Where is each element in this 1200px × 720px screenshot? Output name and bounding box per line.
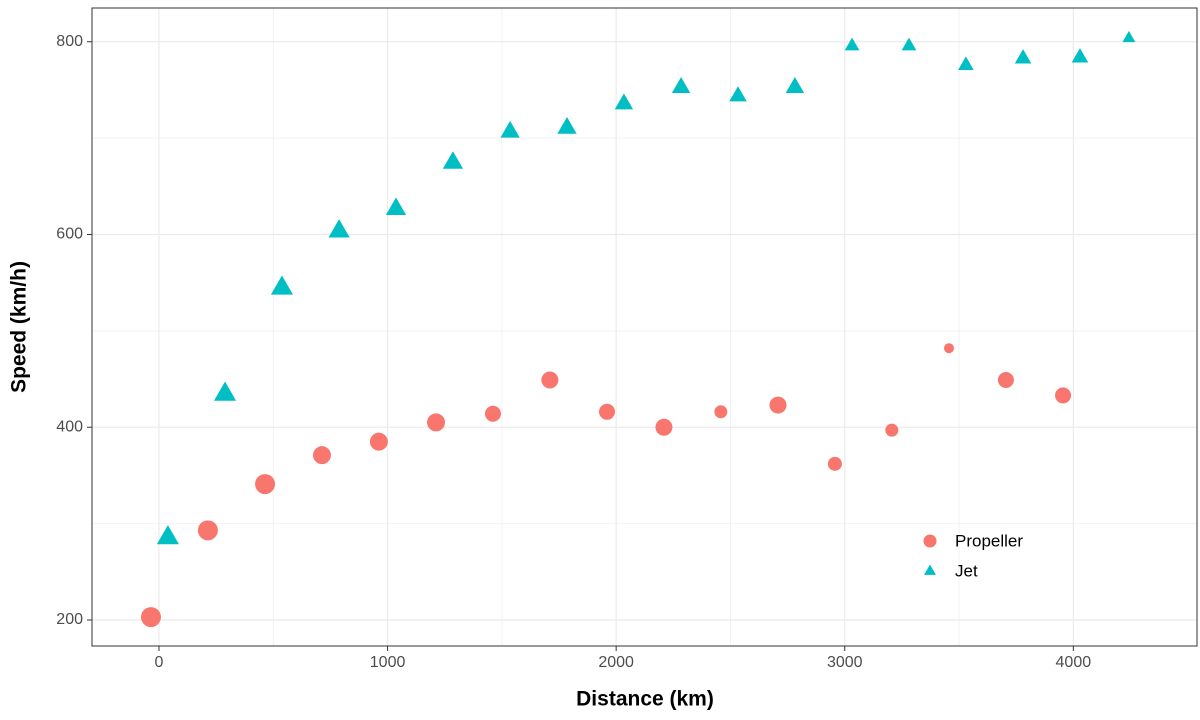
- data-point: [369, 432, 388, 451]
- data-point: [599, 403, 616, 420]
- data-point: [541, 371, 559, 389]
- data-point: [213, 381, 237, 401]
- y-axis-title: Speed (km/h): [8, 261, 31, 393]
- x-axis-title: Distance (km): [576, 688, 714, 711]
- data-point: [671, 77, 691, 94]
- legend-swatch: [923, 534, 937, 548]
- legend-swatch: [924, 564, 936, 575]
- data-point: [614, 93, 634, 110]
- data-point: [156, 525, 179, 545]
- y-tick-label: 600: [56, 226, 83, 243]
- x-tick-label: 4000: [1056, 654, 1092, 671]
- data-point: [385, 197, 407, 216]
- data-point: [997, 372, 1014, 389]
- data-point: [442, 151, 464, 169]
- data-point: [140, 607, 161, 628]
- data-point: [1055, 387, 1072, 404]
- data-point: [769, 396, 787, 414]
- data-point: [500, 120, 520, 138]
- data-point: [328, 219, 350, 238]
- data-point: [1071, 48, 1089, 63]
- data-point: [427, 413, 446, 432]
- data-point: [312, 446, 331, 465]
- x-tick-label: 2000: [598, 654, 634, 671]
- legend-label: Jet: [955, 561, 978, 580]
- data-point: [255, 474, 276, 495]
- data-point: [885, 423, 899, 437]
- data-point: [844, 37, 860, 51]
- data-point: [901, 37, 917, 51]
- data-point: [484, 405, 501, 422]
- data-point: [1014, 49, 1032, 64]
- x-tick-label: 3000: [827, 654, 863, 671]
- x-tick-label: 0: [155, 654, 164, 671]
- data-point: [557, 117, 577, 134]
- y-tick-label: 800: [56, 33, 83, 50]
- plot-border: [91, 7, 1198, 647]
- data-point: [714, 405, 728, 419]
- data-point: [958, 56, 974, 70]
- data-point: [197, 520, 218, 541]
- data-point: [943, 343, 954, 354]
- data-point: [785, 77, 805, 94]
- data-point: [270, 275, 293, 295]
- y-tick-label: 400: [56, 418, 83, 435]
- data-point: [1122, 30, 1136, 43]
- data-point: [655, 418, 673, 436]
- data-point: [729, 86, 747, 102]
- legend-label: Propeller: [955, 531, 1023, 550]
- x-tick-label: 1000: [370, 654, 406, 671]
- data-point: [827, 456, 842, 471]
- y-tick-label: 200: [56, 611, 83, 628]
